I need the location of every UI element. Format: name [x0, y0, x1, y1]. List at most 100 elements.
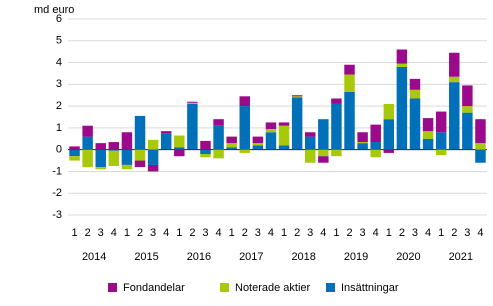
y-tick-label: 6: [56, 13, 62, 25]
legend-label: Fondandelar: [123, 282, 185, 294]
year-label: 2017: [239, 251, 263, 263]
x-tick-label: 4: [216, 227, 222, 239]
bar-segment: [239, 96, 251, 107]
bar-segment: [449, 52, 460, 77]
bar-segment: [160, 133, 172, 150]
bar-segment: [265, 122, 277, 129]
bar-segment: [121, 149, 133, 165]
bar-segment: [318, 119, 329, 150]
bar-segment: [331, 98, 342, 104]
bar-segment: [134, 160, 146, 168]
bar-segment: [174, 147, 185, 150]
bar-segment: [134, 115, 146, 150]
bar-segment: [239, 149, 251, 153]
year-label: 2019: [344, 251, 368, 263]
bar-segment: [331, 149, 342, 157]
bar-segment: [435, 132, 447, 150]
bar-segment: [278, 125, 290, 146]
bar-segment: [304, 149, 316, 163]
bar-segment: [278, 122, 290, 126]
bar-segment: [69, 149, 80, 157]
bar-segment: [252, 143, 264, 146]
bar-segment: [95, 167, 106, 170]
bar-segment: [383, 119, 395, 150]
y-tick-label: 2: [56, 100, 62, 112]
bar-segment: [357, 143, 368, 150]
bar-segment: [304, 136, 316, 150]
x-tick-label: 3: [307, 227, 313, 239]
bar-segment: [449, 76, 460, 83]
bar-segment: [291, 95, 303, 97]
bar-segment: [370, 124, 381, 143]
bar-segment: [121, 132, 133, 150]
bar-segment: [200, 154, 211, 158]
bar-segment: [344, 74, 355, 92]
y-tick-label: 4: [56, 56, 62, 68]
bar-segment: [174, 135, 185, 148]
legend-label: Insättningar: [341, 282, 399, 294]
x-tick-label: 2: [137, 227, 143, 239]
bar-segment: [409, 98, 421, 150]
x-tick-label: 3: [150, 227, 156, 239]
bar-segment: [475, 143, 486, 150]
bar-segment: [422, 138, 434, 150]
x-tick-label: 2: [242, 227, 248, 239]
bar-segment: [383, 149, 395, 153]
bar-segment: [449, 82, 460, 150]
bar-segment: [370, 149, 381, 158]
bar-segment: [383, 103, 395, 120]
bar-segment: [409, 78, 421, 90]
y-tick-label: 3: [56, 78, 62, 90]
bar-segment: [422, 131, 434, 139]
bar-segment: [121, 164, 133, 170]
bar-segment: [69, 156, 80, 161]
bar-segment: [265, 128, 277, 133]
bar-segment: [475, 119, 486, 144]
bar-segment: [82, 125, 93, 137]
legend-label: Noterade aktier: [235, 282, 311, 294]
x-tick-label: 4: [163, 227, 169, 239]
bar-segment: [344, 64, 355, 75]
bar-segment: [147, 164, 159, 172]
bar-segment: [134, 149, 146, 161]
bar-segment: [82, 136, 93, 150]
x-tick-label: 3: [360, 227, 366, 239]
bar-segment: [200, 140, 211, 150]
bar-segment: [396, 66, 408, 150]
bar-segment: [435, 111, 447, 133]
y-tick-label: -1: [52, 165, 62, 177]
bar-segment: [226, 136, 237, 144]
y-tick-label: 0: [56, 144, 62, 156]
x-tick-label: 3: [255, 227, 261, 239]
bar-segment: [187, 102, 198, 104]
bar-segment: [357, 132, 368, 143]
x-tick-label: 3: [202, 227, 208, 239]
x-tick-label: 4: [477, 227, 483, 239]
x-tick-label: 3: [412, 227, 418, 239]
bar-segment: [331, 103, 342, 150]
bar-segment: [226, 143, 237, 148]
y-tick-label: 1: [56, 122, 62, 134]
legend-swatch: [108, 283, 117, 292]
bar-segment: [370, 142, 381, 150]
year-label: 2020: [396, 251, 420, 263]
bar-segment: [291, 96, 303, 98]
bar-segment: [344, 91, 355, 150]
bar-segment: [252, 145, 264, 150]
bar-segment: [265, 132, 277, 150]
x-tick-label: 2: [451, 227, 457, 239]
bar-segment: [108, 142, 120, 150]
x-tick-label: 4: [425, 227, 431, 239]
bar-segment: [435, 149, 447, 156]
bar-segment: [291, 97, 303, 150]
bar-segment: [147, 149, 159, 165]
year-label: 2018: [291, 251, 315, 263]
bar-segment: [318, 156, 329, 163]
bar-segment: [160, 131, 172, 134]
x-tick-label: 4: [320, 227, 326, 239]
x-tick-label: 1: [281, 227, 287, 239]
legend-swatch: [220, 283, 229, 292]
bar-segment: [200, 149, 211, 155]
x-tick-label: 1: [386, 227, 392, 239]
